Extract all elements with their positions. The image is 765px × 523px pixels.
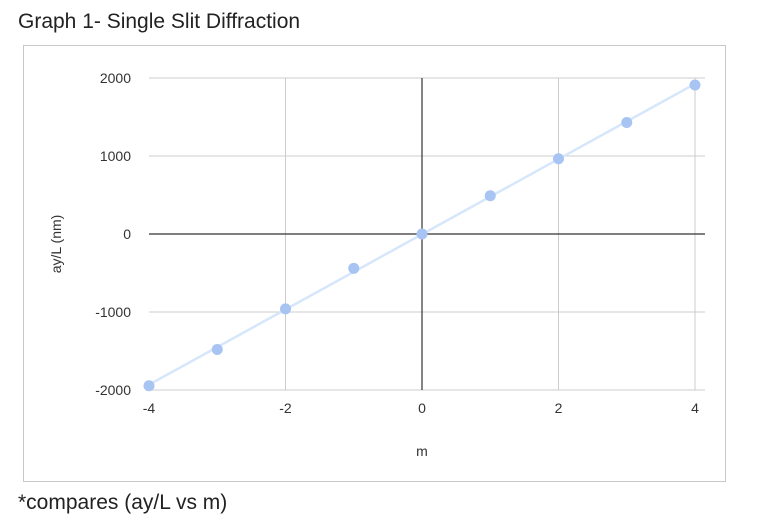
data-point	[416, 228, 428, 240]
data-point	[689, 79, 701, 91]
chart-caption: *compares (ay/L vs m)	[18, 491, 228, 514]
data-point	[553, 153, 564, 165]
x-tick-label: 0	[418, 400, 426, 416]
data-point	[280, 303, 291, 315]
x-tick-label: -2	[279, 400, 292, 416]
y-tick-label: -1000	[95, 304, 131, 320]
tick-labels: -2000 -1000 0 1000 2000 -4 -2 0 2 4	[95, 70, 699, 416]
y-tick-label: 1000	[100, 148, 131, 164]
y-tick-label: -2000	[95, 382, 131, 398]
data-point	[348, 262, 360, 274]
x-tick-label: 4	[691, 400, 699, 416]
y-tick-label: 2000	[100, 70, 131, 86]
x-tick-label: -4	[143, 400, 156, 416]
data-points	[143, 79, 701, 392]
data-point	[211, 343, 223, 355]
data-point	[621, 116, 633, 128]
data-point	[143, 380, 155, 392]
chart-frame	[23, 45, 726, 482]
y-tick-label: 0	[123, 226, 131, 242]
x-tick-label: 2	[555, 400, 563, 416]
data-point	[484, 190, 496, 202]
y-axis-label: ay/L (nm)	[48, 215, 64, 274]
x-axis-label: m	[416, 443, 428, 459]
page-title: Graph 1- Single Slit Diffraction	[18, 10, 301, 33]
